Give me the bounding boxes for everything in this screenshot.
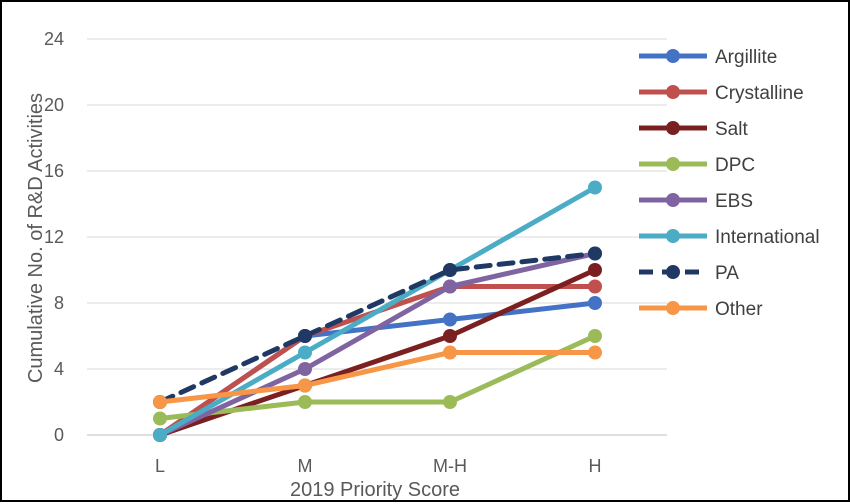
x-tick-label: L <box>155 456 165 476</box>
legend-label: PA <box>715 263 739 284</box>
series-line <box>157 251 598 405</box>
legend-item: Salt <box>639 119 748 140</box>
legend-marker <box>666 49 680 63</box>
legend-label: Argillite <box>715 47 777 68</box>
legend-marker <box>666 193 680 207</box>
data-point <box>443 312 457 327</box>
data-point <box>153 411 167 426</box>
data-point <box>588 345 602 360</box>
data-point <box>298 329 312 343</box>
legend: Argillite Crystalline Salt DPC EBS Internatio… <box>639 47 820 320</box>
legend-item: PA <box>639 263 739 284</box>
data-point <box>298 345 312 360</box>
x-tick-label: H <box>589 456 602 476</box>
data-point <box>443 279 457 294</box>
y-tick-label: 4 <box>54 359 64 379</box>
series-other <box>153 345 602 409</box>
y-axis-ticks: 0 4 8 12 16 20 24 <box>44 29 64 445</box>
data-point <box>443 345 457 360</box>
x-tick-label: M <box>298 456 313 476</box>
legend-label: DPC <box>715 155 755 176</box>
data-point <box>588 279 602 294</box>
data-point <box>588 296 602 310</box>
series-line <box>157 333 598 421</box>
data-point <box>443 329 457 343</box>
x-tick-label: M-H <box>433 456 467 476</box>
data-point <box>588 246 602 261</box>
data-point <box>443 263 457 277</box>
legend-marker <box>666 85 680 99</box>
legend-label: Other <box>715 299 763 320</box>
legend-marker <box>666 265 680 279</box>
series-line <box>157 251 598 438</box>
data-point <box>588 329 602 343</box>
y-tick-label: 8 <box>54 293 64 313</box>
legend-item: EBS <box>639 191 753 212</box>
legend-label: Crystalline <box>715 83 804 104</box>
legend-item: International <box>639 227 820 248</box>
legend-label: Salt <box>715 119 748 140</box>
gridlines <box>87 38 667 436</box>
x-axis-title: 2019 Priority Score <box>290 479 460 501</box>
legend-marker <box>666 157 680 171</box>
x-axis-ticks: L M M-H H <box>155 456 602 476</box>
y-axis-title: Cumulative No. of R&D Activities <box>25 93 47 383</box>
legend-marker <box>666 229 680 243</box>
legend-item: Crystalline <box>639 83 804 104</box>
y-tick-label: 16 <box>44 161 64 181</box>
series-dpc <box>153 329 602 426</box>
legend-item: Argillite <box>639 47 777 68</box>
data-point <box>298 378 312 393</box>
y-tick-label: 12 <box>44 227 64 247</box>
legend-marker <box>666 301 680 315</box>
legend-label: International <box>715 227 820 248</box>
data-point <box>443 395 457 409</box>
legend-item: Other <box>639 299 763 320</box>
data-point <box>298 395 312 409</box>
y-tick-label: 20 <box>44 95 64 115</box>
y-tick-label: 24 <box>44 29 64 49</box>
data-point <box>588 263 602 277</box>
series-line <box>157 350 598 405</box>
series-lines <box>153 180 602 442</box>
legend-label: EBS <box>715 191 753 212</box>
data-point <box>153 428 167 442</box>
data-point <box>588 180 602 195</box>
y-tick-label: 0 <box>54 425 64 445</box>
data-point <box>153 395 167 409</box>
legend-item: DPC <box>639 155 755 176</box>
legend-marker <box>666 121 680 135</box>
data-point <box>298 362 312 376</box>
